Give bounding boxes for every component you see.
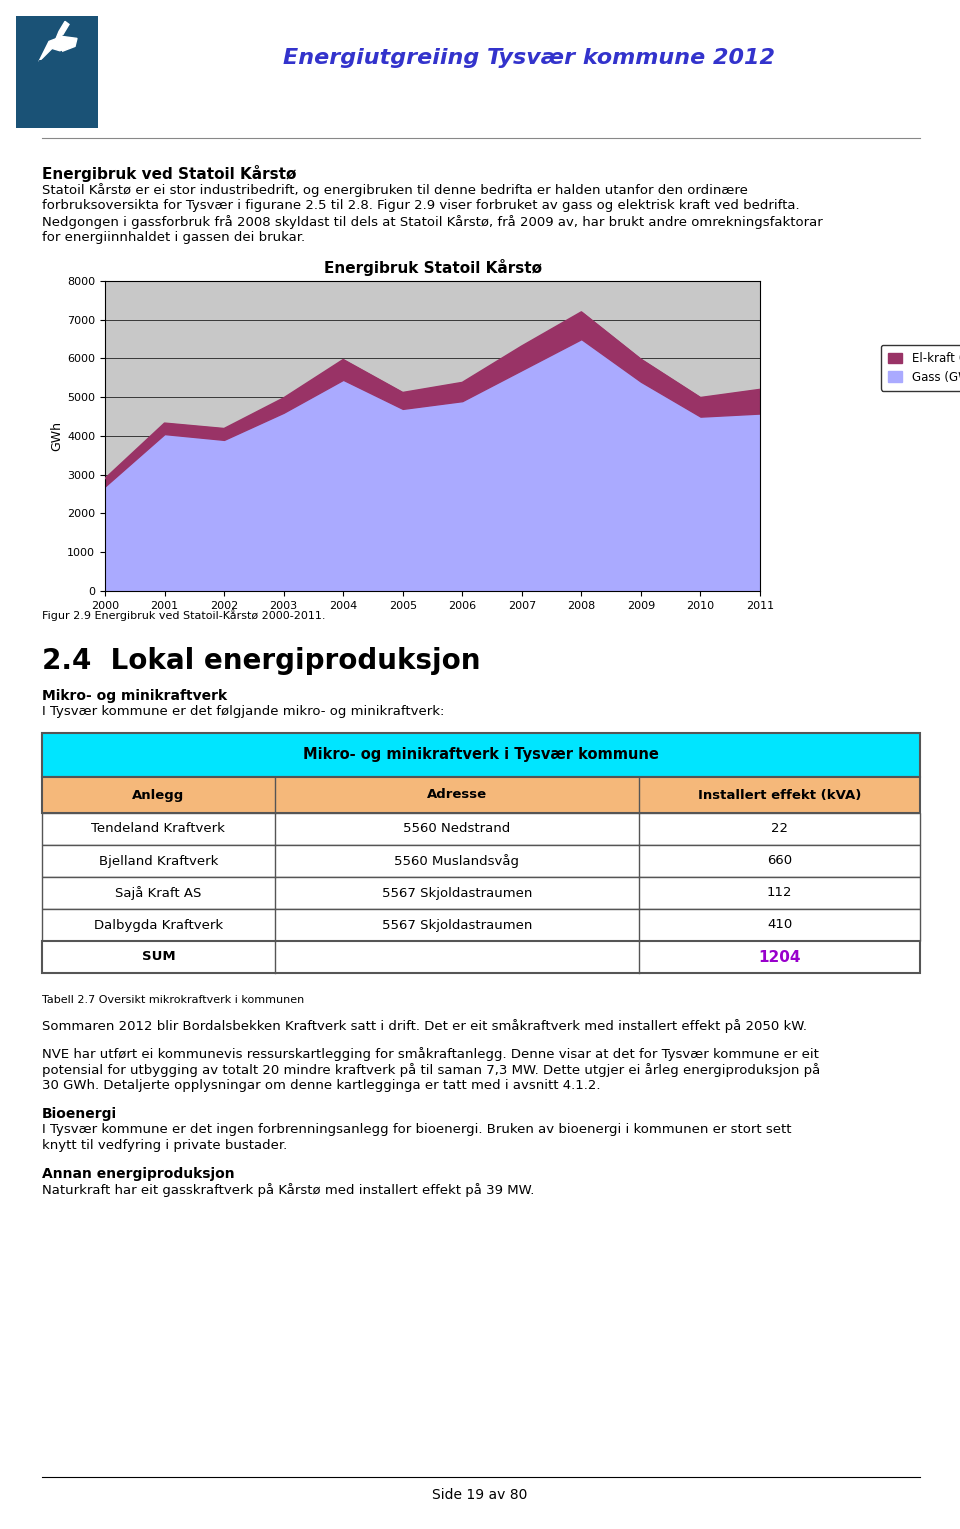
- Text: Sommaren 2012 blir Bordalsbekken Kraftverk satt i drift. Det er eit småkraftverk: Sommaren 2012 blir Bordalsbekken Kraftve…: [42, 1018, 807, 1034]
- Text: 112: 112: [767, 887, 792, 899]
- Text: 22: 22: [771, 823, 788, 835]
- Bar: [16, 15, 98, 128]
- Text: Energiutgreiing Tysvær kommune 2012: Energiutgreiing Tysvær kommune 2012: [283, 47, 775, 67]
- Text: Anlegg: Anlegg: [132, 789, 184, 801]
- Text: Mikro- og minikraftverk i Tysvær kommune: Mikro- og minikraftverk i Tysvær kommune: [303, 748, 659, 763]
- Text: 5560 Nedstrand: 5560 Nedstrand: [403, 823, 511, 835]
- Bar: [42, 732, 920, 777]
- Text: Tendeland Kraftverk: Tendeland Kraftverk: [91, 823, 226, 835]
- Text: Sajå Kraft AS: Sajå Kraft AS: [115, 885, 202, 901]
- Text: knytt til vedfyring i private bustader.: knytt til vedfyring i private bustader.: [42, 1139, 287, 1151]
- Text: Mikro- og minikraftverk: Mikro- og minikraftverk: [42, 690, 228, 703]
- Text: Installert effekt (kVA): Installert effekt (kVA): [698, 789, 861, 801]
- Text: for energiinnhaldet i gassen dei brukar.: for energiinnhaldet i gassen dei brukar.: [42, 231, 305, 245]
- Text: 660: 660: [767, 855, 792, 867]
- Bar: [42, 813, 920, 846]
- Bar: [42, 846, 920, 878]
- Text: 2.4  Lokal energiproduksjon: 2.4 Lokal energiproduksjon: [42, 647, 481, 674]
- Text: 1204: 1204: [758, 950, 801, 965]
- Text: I Tysvær kommune er det følgjande mikro- og minikraftverk:: I Tysvær kommune er det følgjande mikro-…: [42, 705, 444, 719]
- Text: Dalbygda Kraftverk: Dalbygda Kraftverk: [94, 919, 223, 931]
- Title: Energibruk Statoil Kårstø: Energibruk Statoil Kårstø: [324, 258, 541, 275]
- Text: Statoil Kårstø er ei stor industribedrift, og energibruken til denne bedrifta er: Statoil Kårstø er ei stor industribedrif…: [42, 183, 748, 197]
- Text: 5567 Skjoldastraumen: 5567 Skjoldastraumen: [382, 919, 532, 931]
- Bar: [42, 910, 920, 940]
- Polygon shape: [39, 37, 77, 61]
- Bar: [42, 878, 920, 910]
- Bar: [42, 777, 920, 813]
- Polygon shape: [39, 52, 62, 61]
- Text: potensial for utbygging av totalt 20 mindre kraftverk på til saman 7,3 MW. Dette: potensial for utbygging av totalt 20 min…: [42, 1063, 820, 1076]
- Legend: El-kraft (GWh), Gass (GWh): El-kraft (GWh), Gass (GWh): [881, 344, 960, 391]
- Polygon shape: [52, 21, 69, 49]
- Text: Side 19 av 80: Side 19 av 80: [432, 1488, 528, 1501]
- Text: Nedgongen i gassforbruk frå 2008 skyldast til dels at Statoil Kårstø, frå 2009 a: Nedgongen i gassforbruk frå 2008 skyldas…: [42, 216, 823, 229]
- Text: SUM: SUM: [141, 951, 175, 963]
- Bar: [42, 940, 920, 972]
- Text: NVE har utført ei kommunevis ressurskartlegging for småkraftanlegg. Denne visar : NVE har utført ei kommunevis ressurskart…: [42, 1047, 819, 1061]
- Text: Annan energiproduksjon: Annan energiproduksjon: [42, 1167, 234, 1180]
- Text: Bjelland Kraftverk: Bjelland Kraftverk: [99, 855, 218, 867]
- Text: 30 GWh. Detaljerte opplysningar om denne kartlegginga er tatt med i avsnitt 4.1.: 30 GWh. Detaljerte opplysningar om denne…: [42, 1079, 601, 1092]
- Text: Bioenergi: Bioenergi: [42, 1107, 117, 1121]
- Text: forbruksoversikta for Tysvær i figurane 2.5 til 2.8. Figur 2.9 viser forbruket a: forbruksoversikta for Tysvær i figurane …: [42, 199, 800, 213]
- Text: 5560 Muslandsvåg: 5560 Muslandsvåg: [395, 855, 519, 868]
- Text: 410: 410: [767, 919, 792, 931]
- Y-axis label: GWh: GWh: [50, 420, 63, 451]
- Text: Naturkraft har eit gasskraftverk på Kårstø med installert effekt på 39 MW.: Naturkraft har eit gasskraftverk på Kårs…: [42, 1183, 535, 1197]
- Text: 5567 Skjoldastraumen: 5567 Skjoldastraumen: [382, 887, 532, 899]
- Text: Energibruk ved Statoil Kårstø: Energibruk ved Statoil Kårstø: [42, 165, 297, 182]
- Text: Adresse: Adresse: [427, 789, 487, 801]
- Text: Figur 2.9 Energibruk ved Statoil-Kårstø 2000-2011.: Figur 2.9 Energibruk ved Statoil-Kårstø …: [42, 609, 325, 621]
- Text: I Tysvær kommune er det ingen forbrenningsanlegg for bioenergi. Bruken av bioene: I Tysvær kommune er det ingen forbrennin…: [42, 1122, 791, 1136]
- Text: Tabell 2.7 Oversikt mikrokraftverk i kommunen: Tabell 2.7 Oversikt mikrokraftverk i kom…: [42, 995, 304, 1005]
